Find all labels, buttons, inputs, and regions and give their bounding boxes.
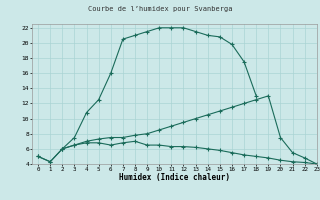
Text: Courbe de l’humidex pour Svanberga: Courbe de l’humidex pour Svanberga: [88, 6, 232, 12]
X-axis label: Humidex (Indice chaleur): Humidex (Indice chaleur): [119, 173, 230, 182]
